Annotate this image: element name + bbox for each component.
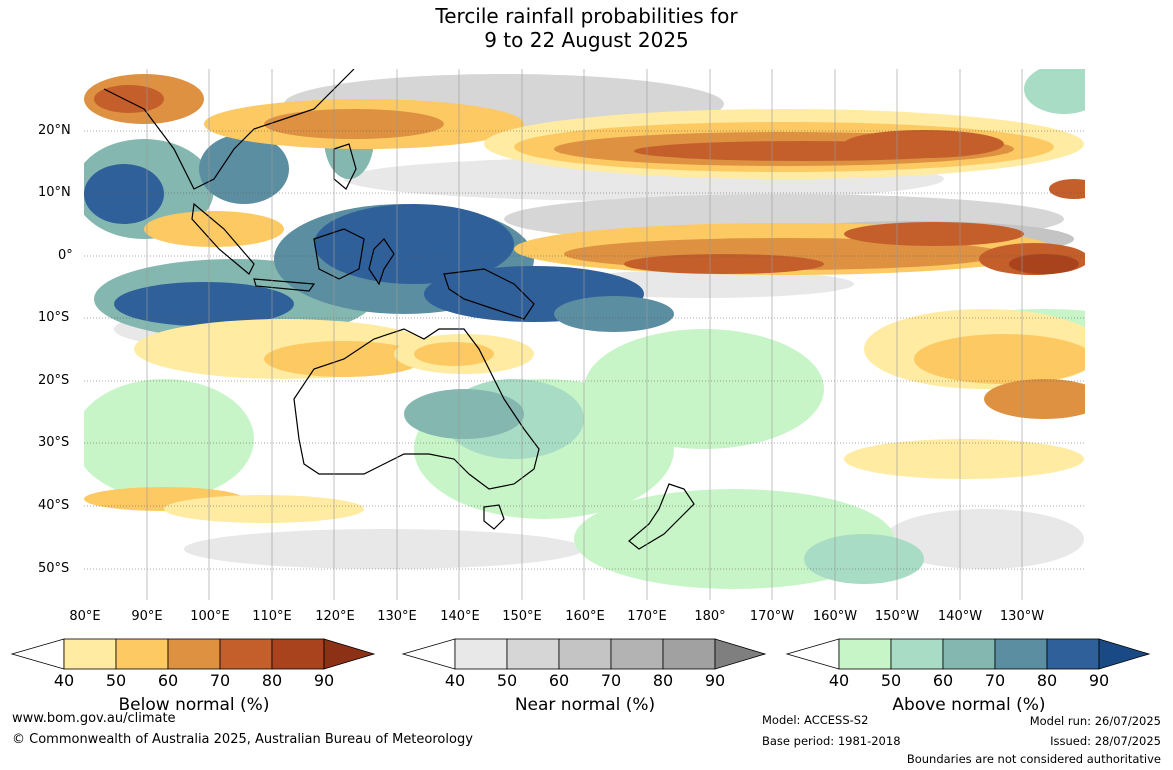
lon-label-180: 180° — [694, 609, 726, 624]
above-normal-areas — [84, 69, 1085, 589]
lat-label-0: 0° — [58, 248, 73, 263]
new-zealand-coastline — [628, 483, 695, 550]
lon-label-100e: 100°E — [190, 609, 230, 624]
colorbar-below-label: Below normal (%) — [118, 695, 270, 715]
swatch-below-1 — [63, 638, 117, 670]
coastlines — [103, 69, 695, 550]
tick-above-60: 60 — [932, 671, 954, 690]
tick-above-90: 90 — [1088, 671, 1110, 690]
lat-label-40s: 40°S — [38, 498, 70, 513]
new-guinea-coastline — [443, 268, 535, 320]
copyright-notice: © Commonwealth of Australia 2025, Austra… — [12, 732, 473, 747]
bom-url-link[interactable]: www.bom.gov.au/climate — [12, 711, 176, 726]
java-coastline — [253, 278, 316, 292]
tick-near-60: 60 — [548, 671, 570, 690]
swatch-below-0 — [10, 638, 65, 670]
asia-mainland-coastline — [103, 69, 355, 190]
lon-label-140w: 140°W — [937, 609, 983, 624]
swatch-near-2 — [506, 638, 560, 670]
model-run-date: Model run: 26/07/2025 — [1029, 714, 1161, 728]
tick-below-50: 50 — [105, 671, 127, 690]
lat-label-10n: 10°N — [38, 185, 71, 200]
tick-below-40: 40 — [53, 671, 75, 690]
lon-label-170w: 170°W — [749, 609, 795, 624]
swatch-below-2 — [115, 638, 169, 670]
probability-map — [84, 69, 1085, 600]
lon-label-110e: 110°E — [252, 609, 292, 624]
tick-above-50: 50 — [880, 671, 902, 690]
lat-label-10s: 10°S — [38, 310, 70, 325]
colorbar-above-normal-swatches — [785, 638, 1151, 670]
swatch-above-4 — [994, 638, 1048, 670]
tick-below-80: 80 — [261, 671, 283, 690]
swatch-above-1 — [838, 638, 892, 670]
swatch-near-0 — [401, 638, 456, 670]
australia-coastline — [293, 328, 540, 490]
tick-near-80: 80 — [652, 671, 674, 690]
tick-below-90: 90 — [313, 671, 335, 690]
lon-label-140e: 140°E — [440, 609, 480, 624]
swatch-above-5 — [1046, 638, 1100, 670]
below-normal-areas — [84, 74, 1085, 523]
title-line-2: 9 to 22 August 2025 — [484, 28, 689, 52]
swatch-below-5 — [271, 638, 325, 670]
lat-label-20s: 20°S — [38, 373, 70, 388]
tick-above-70: 70 — [984, 671, 1006, 690]
sumatra-coastline — [191, 202, 255, 275]
swatch-below-4 — [219, 638, 273, 670]
lon-label-150e: 150°E — [502, 609, 542, 624]
colorbar-near-normal: 40 50 60 70 80 90 Near normal (%) — [401, 638, 767, 728]
base-period: Base period: 1981-2018 — [762, 734, 901, 748]
tick-near-40: 40 — [444, 671, 466, 690]
map-canvas — [84, 69, 1085, 600]
tick-near-50: 50 — [496, 671, 518, 690]
colorbar-below-normal-swatches — [10, 638, 376, 670]
lon-label-130w: 130°W — [999, 609, 1045, 624]
lon-label-120e: 120°E — [315, 609, 355, 624]
swatch-below-6 — [323, 638, 376, 670]
tick-above-80: 80 — [1036, 671, 1058, 690]
swatch-above-6 — [1098, 638, 1151, 670]
borneo-coastline — [313, 228, 365, 280]
swatch-near-5 — [662, 638, 716, 670]
swatch-near-6 — [714, 638, 767, 670]
colorbar-near-label: Near normal (%) — [514, 695, 656, 715]
tick-above-40: 40 — [828, 671, 850, 690]
model-name: Model: ACCESS-S2 — [762, 713, 869, 727]
gridlines — [84, 130, 1085, 570]
lon-label-170e: 170°E — [627, 609, 667, 624]
swatch-above-0 — [785, 638, 840, 670]
lat-label-30s: 30°S — [38, 435, 70, 450]
lat-label-50s: 50°S — [38, 561, 70, 576]
lon-label-160e: 160°E — [565, 609, 605, 624]
issued-date: Issued: 28/07/2025 — [1050, 734, 1161, 748]
colorbar-above-normal: 40 50 60 70 80 90 Above normal (%) — [785, 638, 1151, 728]
title-line-1: Tercile rainfall probabilities for — [435, 4, 738, 28]
boundaries-disclaimer: Boundaries are not considered authoritat… — [906, 752, 1161, 766]
tick-near-70: 70 — [600, 671, 622, 690]
sulawesi-coastline — [368, 238, 395, 286]
swatch-above-2 — [890, 638, 944, 670]
tick-below-60: 60 — [157, 671, 179, 690]
lon-label-130e: 130°E — [377, 609, 417, 624]
swatch-near-1 — [454, 638, 508, 670]
swatch-near-3 — [558, 638, 612, 670]
tick-near-90: 90 — [704, 671, 726, 690]
map-title: Tercile rainfall probabilities for 9 to … — [0, 4, 1173, 52]
lon-label-80e: 80°E — [69, 609, 101, 624]
swatch-below-3 — [167, 638, 221, 670]
lon-label-160w: 160°W — [812, 609, 858, 624]
lon-label-90e: 90°E — [131, 609, 163, 624]
swatch-near-4 — [610, 638, 664, 670]
colorbar-near-normal-swatches — [401, 638, 767, 670]
meridians — [146, 69, 1023, 600]
lat-label-20n: 20°N — [38, 123, 71, 138]
tick-below-70: 70 — [209, 671, 231, 690]
lon-label-150w: 150°W — [874, 609, 920, 624]
swatch-above-3 — [942, 638, 996, 670]
tasmania-coastline — [483, 504, 505, 530]
colorbar-below-normal: 40 50 60 70 80 90 Below normal (%) — [10, 638, 376, 728]
colorbar-above-label: Above normal (%) — [892, 695, 1046, 715]
